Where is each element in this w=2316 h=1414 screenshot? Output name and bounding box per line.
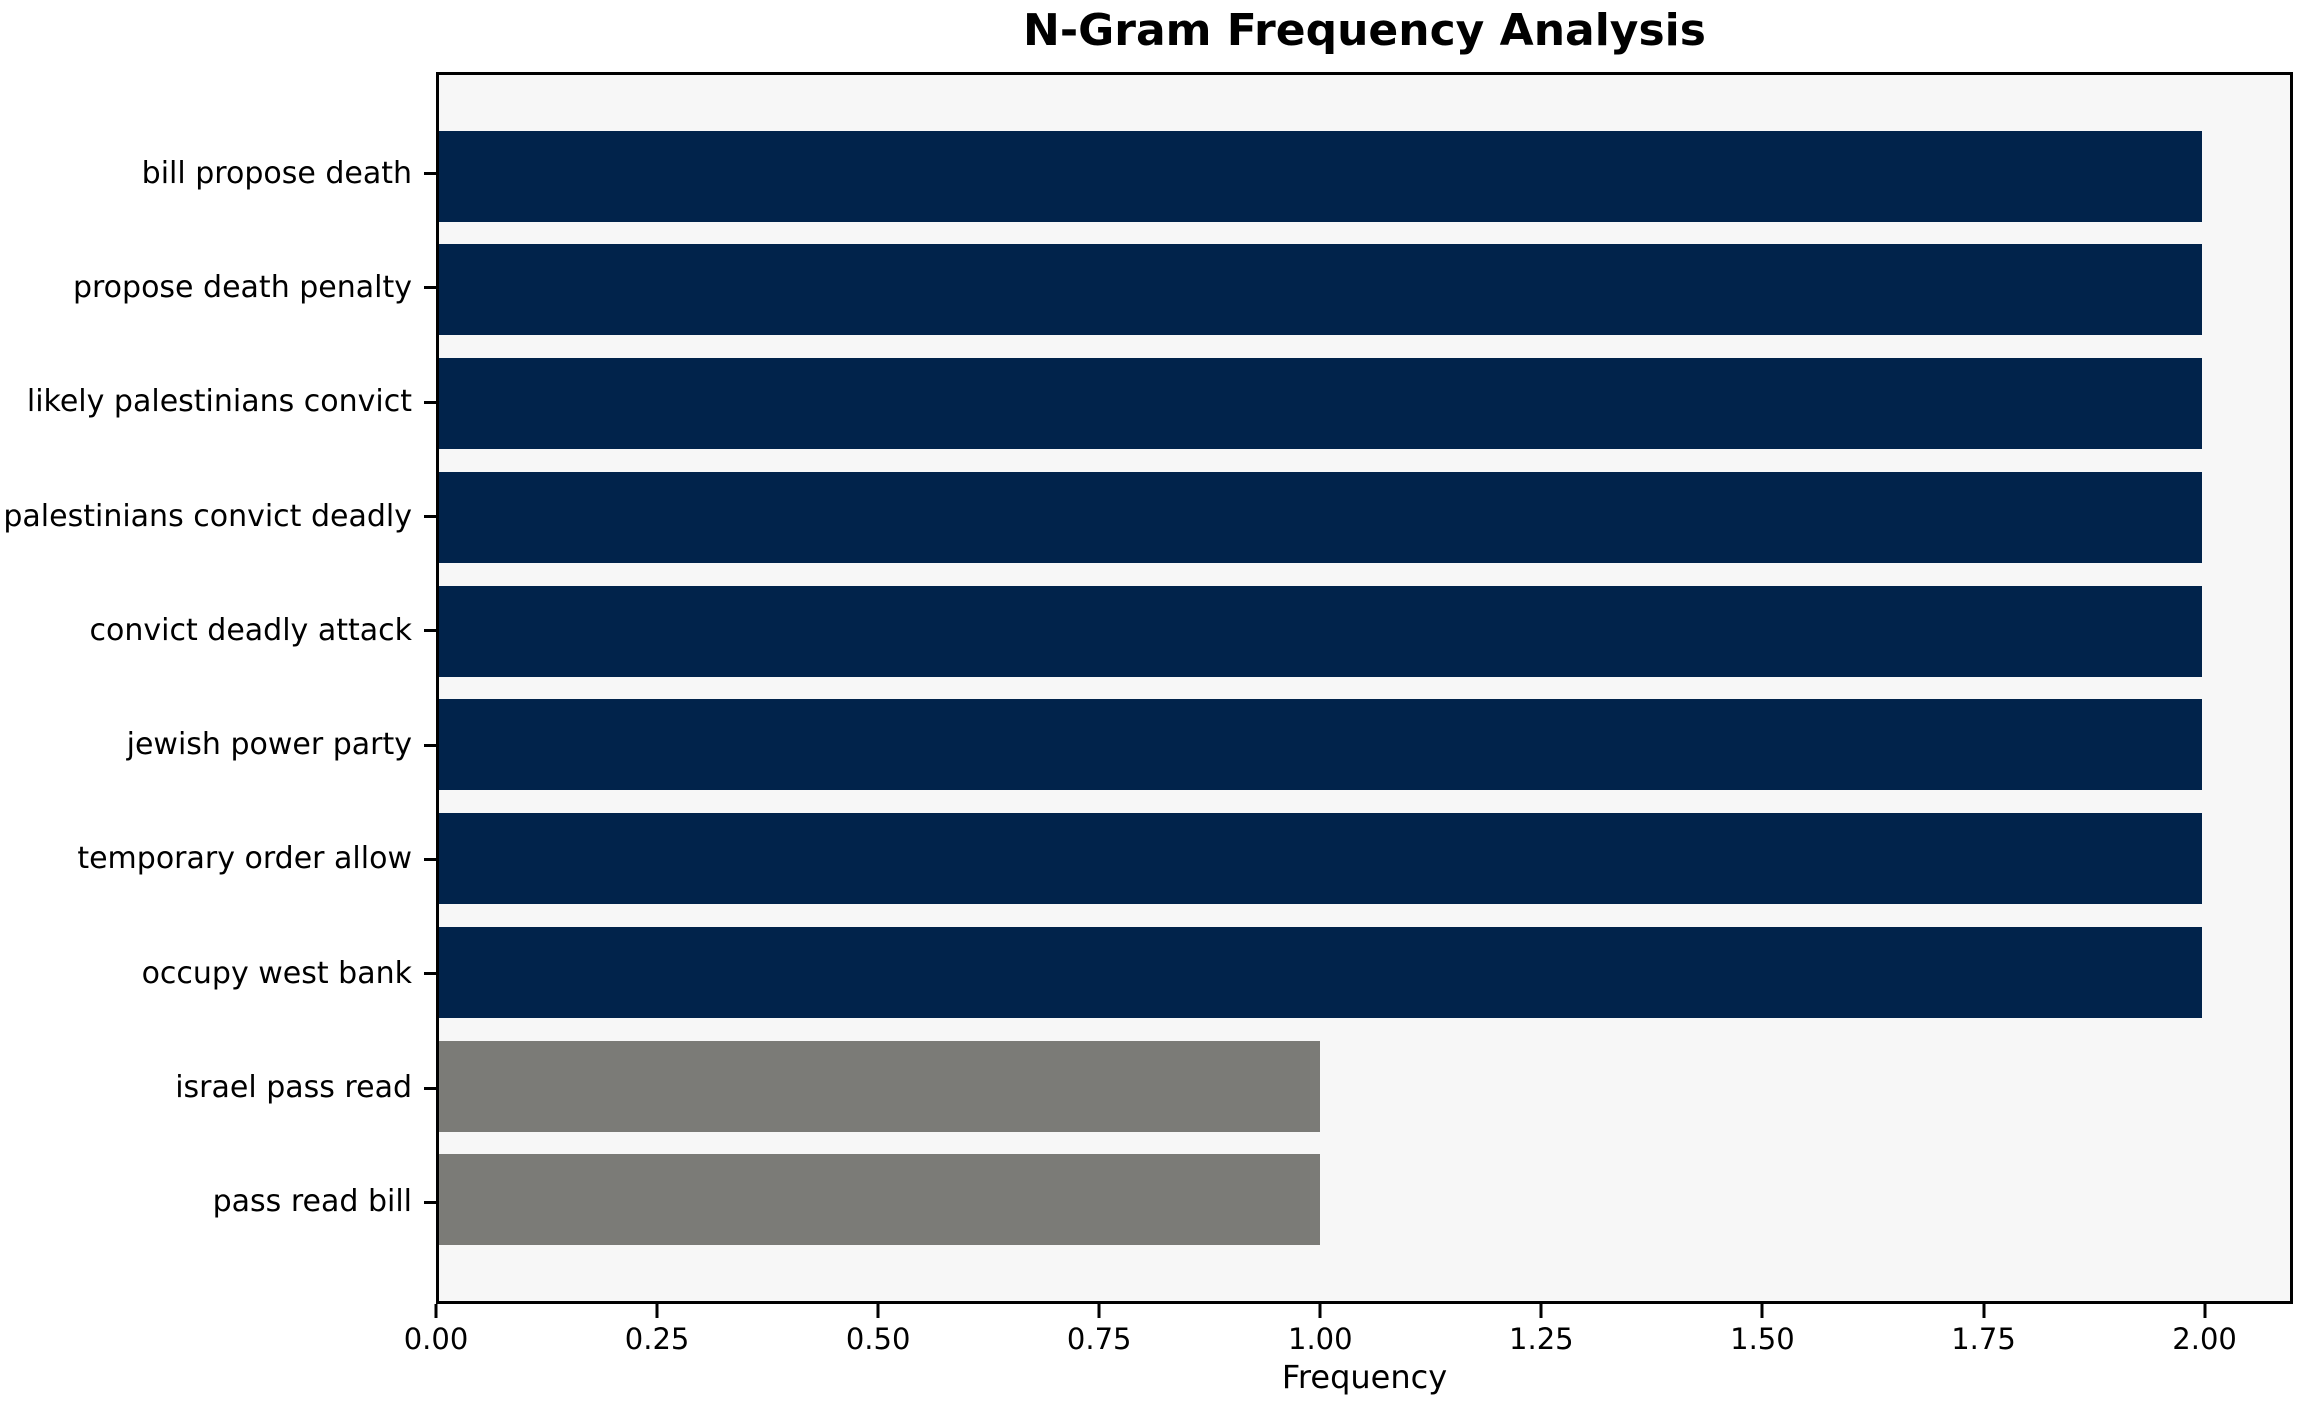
x-tick-label-0.50: 0.50 bbox=[845, 1322, 911, 1356]
bar-palestinians-convict-deadly bbox=[439, 471, 2202, 563]
x-tick-mark bbox=[1982, 1304, 1985, 1318]
bar-convict-deadly-attack bbox=[439, 585, 2202, 677]
y-axis: bill propose death propose death penalty l… bbox=[0, 72, 436, 1304]
bar-occupy-west-bank bbox=[439, 926, 2202, 1018]
x-tick-label-0.00: 0.00 bbox=[403, 1322, 469, 1356]
x-tick-mark bbox=[1760, 1304, 1764, 1318]
x-tick-mark bbox=[1097, 1304, 1101, 1318]
y-tick-label-occupy-west-bank: occupy west bank bbox=[141, 955, 412, 991]
y-tick-mark bbox=[424, 743, 436, 747]
x-tick-mark bbox=[434, 1304, 438, 1318]
y-tick-mark bbox=[424, 1086, 436, 1090]
y-tick-label-jewish-power-party: jewish power party bbox=[126, 727, 412, 763]
y-tick-label-likely-palestinians-convict: likely palestinians convict bbox=[26, 384, 412, 420]
y-tick-label-pass-read-bill: pass read bill bbox=[212, 1184, 412, 1220]
x-tick-label-2.00: 2.00 bbox=[2172, 1322, 2237, 1356]
y-tick-label-propose-death-penalty: propose death penalty bbox=[72, 269, 412, 305]
x-tick-label-1.00: 1.00 bbox=[1287, 1322, 1353, 1356]
y-tick-label-bill-propose-death: bill propose death bbox=[141, 155, 412, 191]
bar-likely-palestinians-convict bbox=[439, 358, 2202, 450]
x-tick-label-1.75: 1.75 bbox=[1951, 1322, 2016, 1356]
y-tick-mark bbox=[424, 172, 436, 176]
y-tick-mark bbox=[424, 857, 436, 861]
x-tick-label-1.25: 1.25 bbox=[1509, 1322, 1574, 1356]
x-axis: 0.00 0.25 0.50 0.75 1.00 1.25 1.50 1.75 2.00 bbox=[404, 1302, 2293, 1372]
y-tick-label-temporary-order-allow: temporary order allow bbox=[77, 841, 412, 877]
bar-propose-death-penalty bbox=[439, 244, 2202, 336]
bar-israel-pass-read bbox=[439, 1040, 1321, 1132]
x-tick-mark bbox=[1539, 1304, 1543, 1318]
y-tick-mark bbox=[424, 400, 436, 404]
bars-layer bbox=[439, 75, 2290, 1301]
x-tick-label-1.50: 1.50 bbox=[1730, 1322, 1795, 1356]
x-tick-label-0.75: 0.75 bbox=[1066, 1322, 1132, 1356]
x-tick-mark bbox=[876, 1304, 880, 1318]
y-tick-mark bbox=[424, 1200, 436, 1204]
y-tick-mark bbox=[424, 286, 436, 290]
x-tick-mark bbox=[2203, 1304, 2207, 1318]
x-tick-mark bbox=[655, 1304, 659, 1318]
y-tick-mark bbox=[424, 515, 436, 519]
y-tick-mark bbox=[424, 972, 436, 976]
y-tick-label-israel-pass-read: israel pass read bbox=[175, 1070, 412, 1105]
x-tick-label-0.25: 0.25 bbox=[624, 1322, 690, 1356]
y-tick-label-palestinians-convict-deadly: palestinians convict deadly bbox=[3, 498, 412, 534]
chart-title: N-Gram Frequency Analysis bbox=[1023, 5, 1706, 56]
bar-pass-read-bill bbox=[439, 1154, 1321, 1246]
x-axis-title: Frequency bbox=[1281, 1358, 1448, 1396]
y-tick-label-convict-deadly-attack: convict deadly attack bbox=[89, 612, 412, 648]
y-tick-mark bbox=[424, 629, 436, 633]
plot-area bbox=[436, 72, 2293, 1304]
bar-bill-propose-death bbox=[439, 130, 2202, 222]
x-tick-mark bbox=[1318, 1304, 1322, 1318]
bar-jewish-power-party bbox=[439, 699, 2202, 791]
bar-temporary-order-allow bbox=[439, 813, 2202, 905]
